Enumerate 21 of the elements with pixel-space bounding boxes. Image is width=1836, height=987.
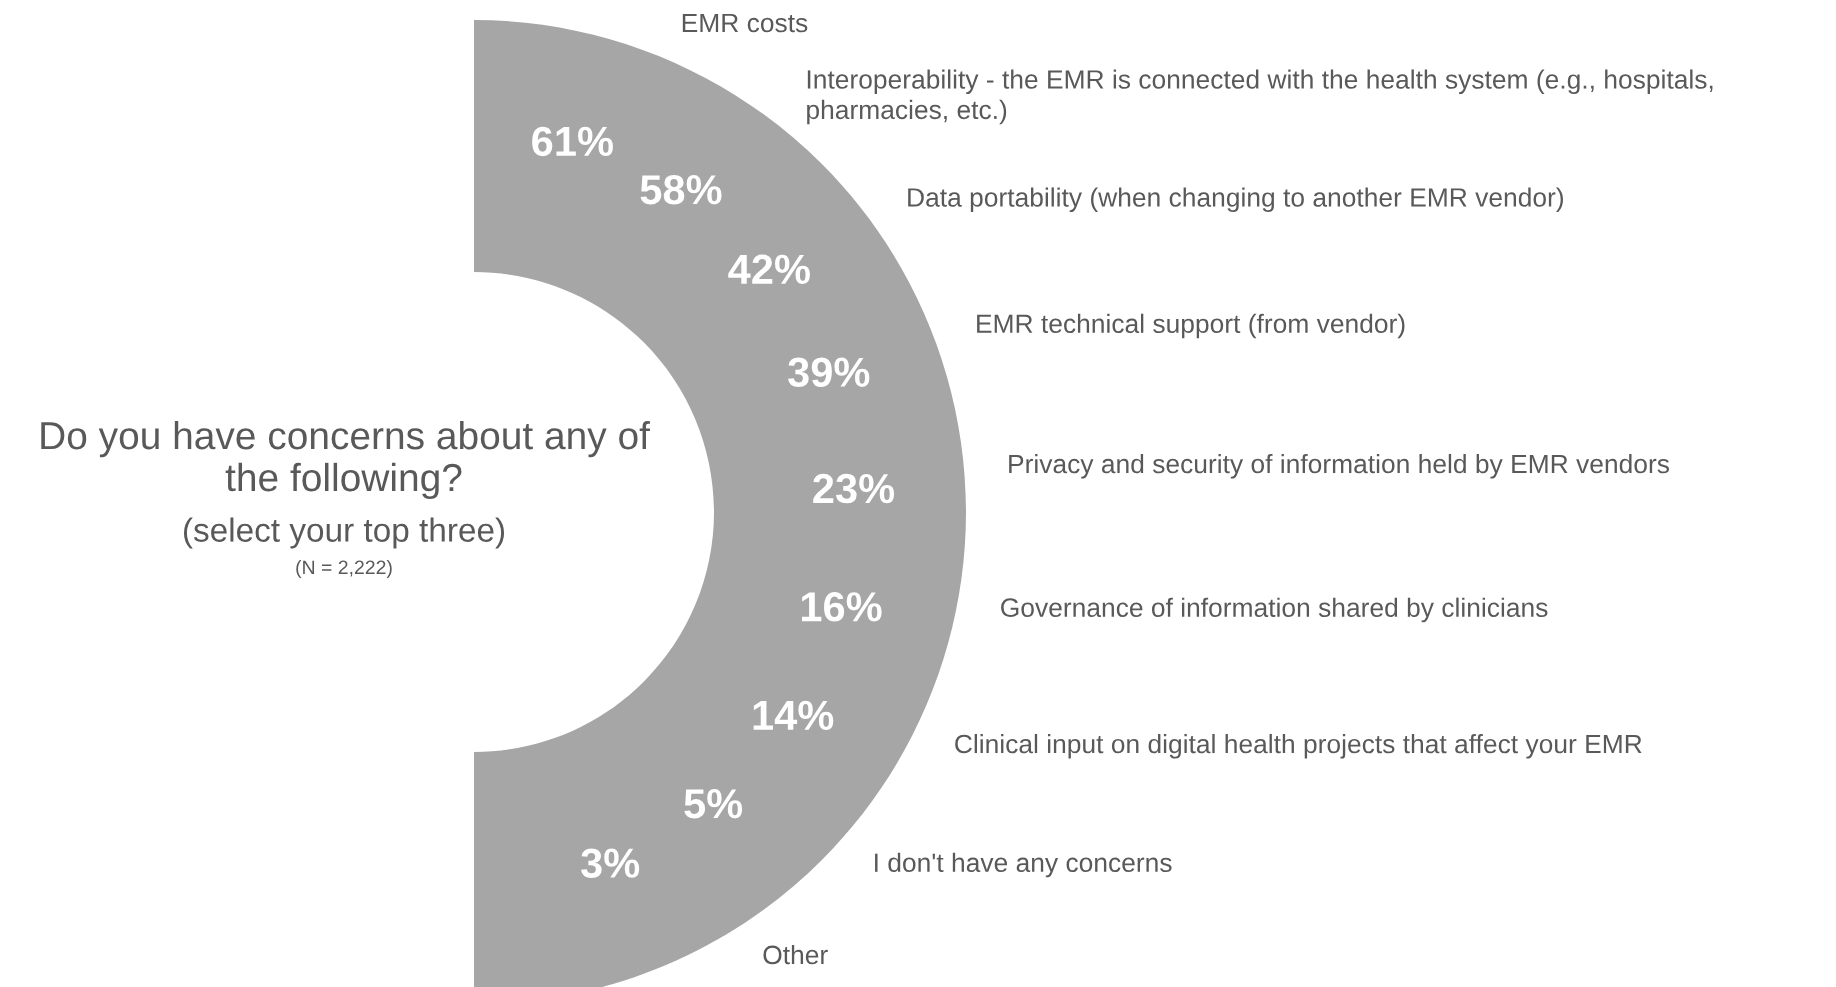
data-label: 58% bbox=[640, 174, 722, 205]
category-label: I don't have any concerns bbox=[875, 852, 1172, 878]
category-label: EMR technical support (from vendor) bbox=[977, 313, 1405, 339]
category-label: Interoperability - the EMR is connected with the health system (e.g., hospitals, pharmacies, etc.) bbox=[807, 69, 1713, 125]
data-label: 61% bbox=[532, 126, 613, 157]
data-label: 14% bbox=[753, 700, 834, 731]
text: Do you have concerns about any of the following? bbox=[41, 420, 650, 500]
category-label: Privacy and security of information held by EMR vendors bbox=[1009, 453, 1669, 479]
category-label: EMR costs bbox=[682, 13, 808, 33]
data-label: 23% bbox=[813, 473, 895, 504]
data-label: 39% bbox=[788, 357, 870, 388]
data-label: 5% bbox=[684, 789, 743, 819]
data-label: 16% bbox=[801, 592, 882, 622]
category-label: Clinical input on digital health projects that affect your EMR bbox=[955, 733, 1642, 759]
category-label: Data portability (when changing to another EMR vendor) bbox=[908, 187, 1563, 213]
category-label: Governance of information shared by clinicians bbox=[1001, 597, 1548, 623]
text: (select your top three) bbox=[183, 517, 505, 549]
data-label: 3% bbox=[581, 848, 640, 878]
text: (N = 2,222) bbox=[296, 559, 392, 579]
category-label: Other bbox=[763, 944, 828, 965]
data-label: 42% bbox=[728, 254, 810, 284]
